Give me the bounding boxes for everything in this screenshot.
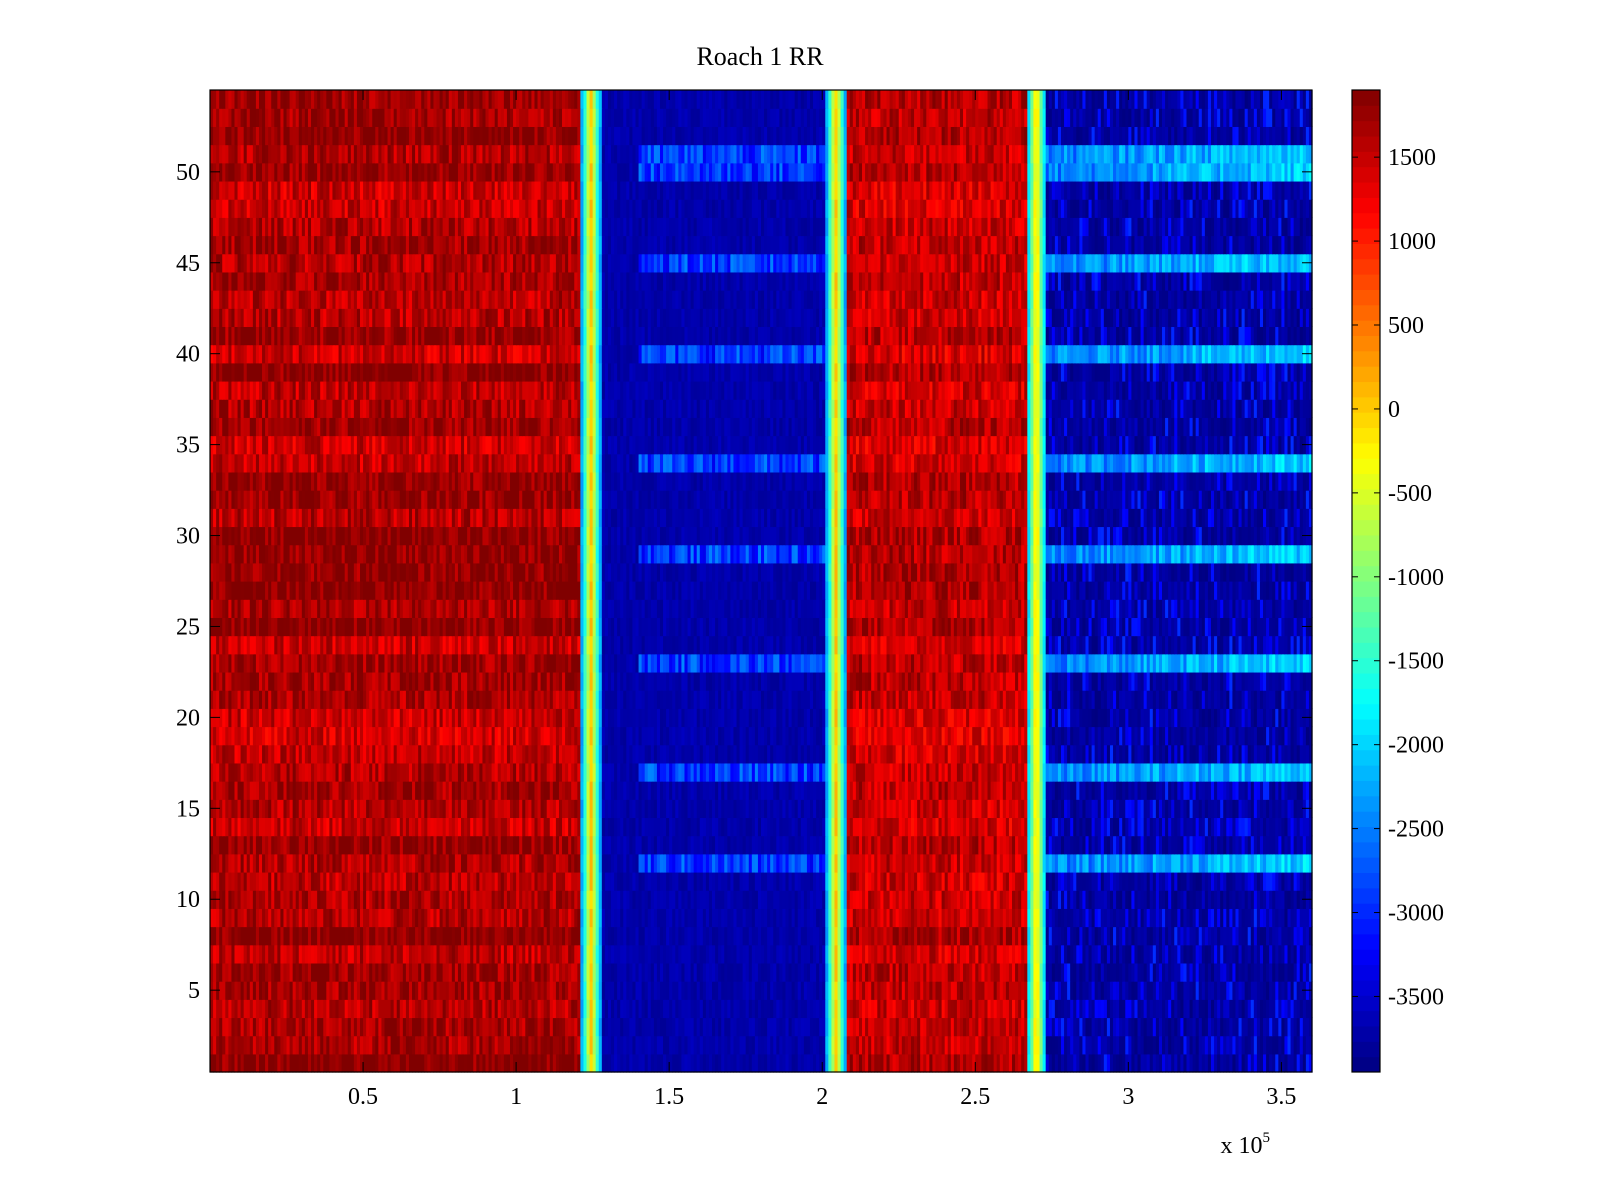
heatmap-layer (210, 90, 1313, 1073)
